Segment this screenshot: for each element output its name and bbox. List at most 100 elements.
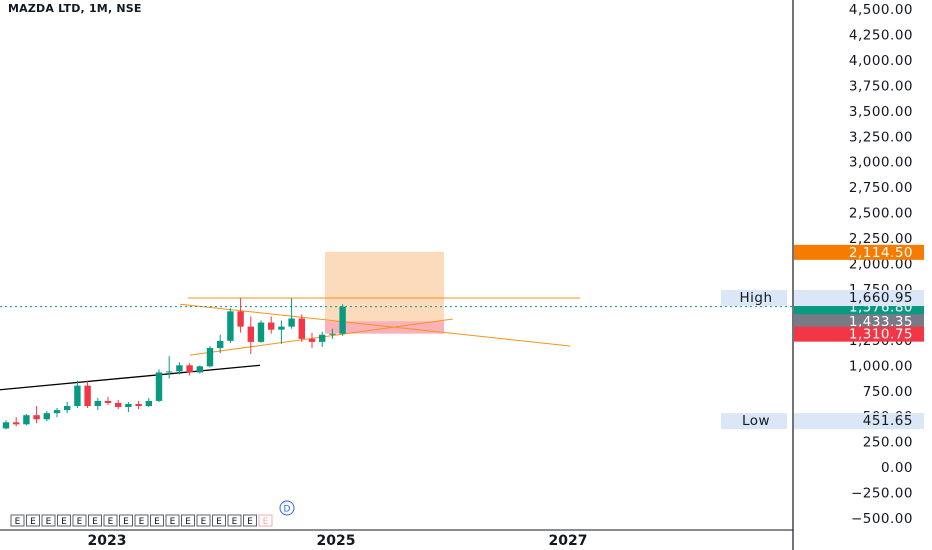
earnings-marker-label: E [92,517,98,527]
price-badge-label: 1,433.35 [849,314,913,330]
candle-body [13,422,20,425]
high-marker: High 1,660.95 [721,290,924,307]
price-badge-bg [794,314,924,330]
candle [268,316,275,334]
price-badge-bg [794,326,924,342]
earnings-marker: E [243,514,257,527]
candle [94,397,101,411]
y-tick-label: 2,500.00 [849,206,913,222]
candle [74,380,81,409]
candle [13,417,20,427]
earnings-marker-box [243,514,257,527]
candle [257,320,265,343]
candle [23,414,30,426]
earnings-marker-box [134,514,149,527]
candle-body [298,318,305,339]
candle-body [64,406,71,411]
earnings-marker: E [10,514,25,527]
earnings-marker-box [10,514,25,527]
candle-body [145,400,152,407]
candle-body [237,311,244,327]
candle-body [247,326,254,342]
earnings-marker-label: E [185,517,191,527]
earnings-marker-label: E [170,517,176,527]
trend-line [0,364,261,391]
triangle-upper-line [179,303,571,347]
candle [43,411,50,422]
price-badge: 2,114.50 [794,244,924,261]
earnings-marker-label: E [77,517,83,527]
y-tick-label: −250.00 [851,486,913,502]
candle [64,401,71,414]
high-value-bg [794,290,924,307]
earnings-marker: E [196,514,211,527]
earnings-marker: E [150,514,164,527]
earnings-marker-label: E [247,517,253,527]
candle [155,369,163,402]
candle-body [84,385,91,407]
candle-body [33,415,40,420]
earnings-marker-box [212,514,226,527]
earnings-marker-label: E [46,517,52,527]
y-tick-label: 750.00 [863,384,913,400]
candle-body [319,334,326,342]
candle-body [196,366,203,373]
high-label: High [739,290,772,306]
earnings-marker-box [57,514,71,527]
y-tick-label: 2,750.00 [849,180,913,196]
price-badge-label: 2,114.50 [849,245,913,261]
y-tick-label: 0.00 [881,460,913,476]
candle-body [257,322,265,342]
candle [53,408,61,418]
earnings-marker-box [119,514,133,527]
low-label-bg [721,413,787,430]
low-label: Low [742,413,770,429]
earnings-marker: E [258,514,273,527]
earnings-marker-box [150,514,164,527]
high-value-label: 1,660.95 [849,290,913,306]
price-badge-label: 1,310.75 [849,327,913,343]
earnings-marker: E [227,514,242,527]
y-tick-label: 3,500.00 [849,104,913,120]
candle-body [278,326,285,330]
low-marker: Low 451.65 [721,413,924,430]
candle [227,308,234,343]
earnings-marker: E [26,514,40,527]
candle [176,362,183,375]
high-label-bg [721,290,787,307]
candle [196,365,203,374]
candle [308,332,316,348]
y-tick-label: 4,250.00 [849,27,913,43]
chart-title: MAZDA LTD, 1M, NSE [8,2,142,15]
y-tick-label: 3,750.00 [849,78,913,94]
candle [115,399,122,410]
earnings-marker-box [165,514,180,527]
x-tick-label: 2025 [317,533,356,549]
candle-body [227,311,234,341]
candle-body [115,402,122,408]
candle-body [94,400,101,407]
candle-body [186,365,193,373]
candle-body [125,403,132,408]
x-tick-label: 2027 [549,533,588,549]
candle [298,314,305,342]
price-badge: 1,433.35 [794,314,924,330]
earnings-marker: E [103,514,118,527]
earnings-marker-box [227,514,242,527]
y-tick-label: −500.00 [851,511,913,527]
candle-body [176,365,183,372]
candle [104,396,112,406]
earnings-marker-label: E [61,517,67,527]
earnings-marker-label: E [123,517,129,527]
candle [33,406,40,424]
y-tick-label: 4,500.00 [849,2,913,18]
earnings-marker: E [57,514,71,527]
candle [145,397,152,408]
price-badge: 1,310.75 [794,326,924,343]
candle-body [166,371,173,373]
candle [186,363,193,376]
dividend-marker: D [279,500,295,516]
y-tick-label: 250.00 [863,435,913,451]
candle [217,334,224,354]
